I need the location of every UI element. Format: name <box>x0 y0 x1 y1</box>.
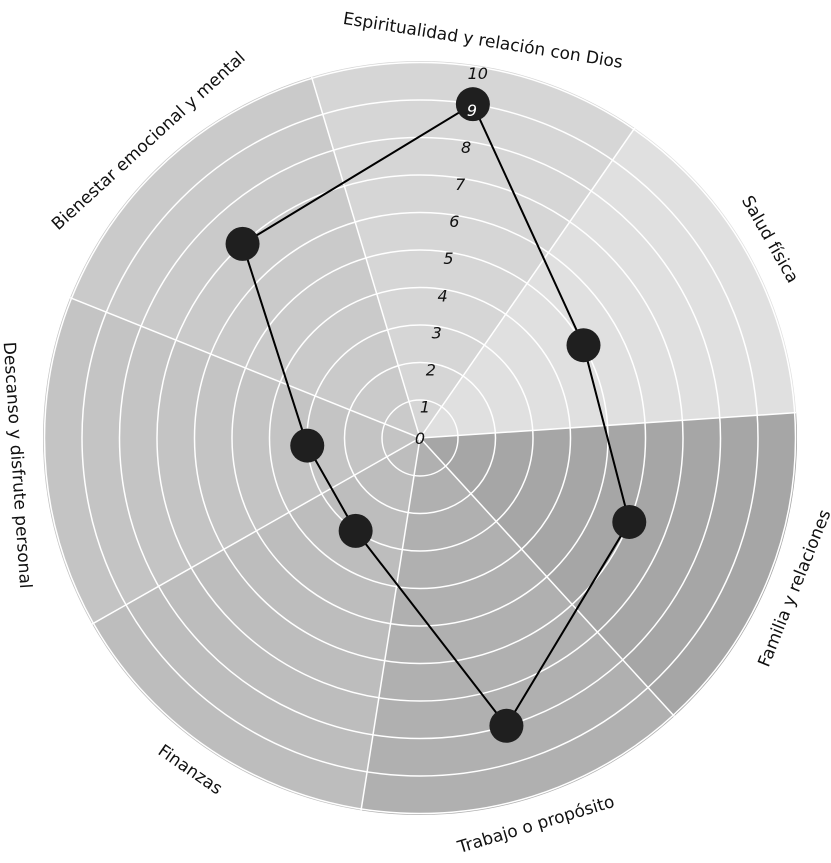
tick-label-5: 5 <box>443 249 453 268</box>
sector-familia-y-relaciones <box>420 412 797 717</box>
spoke-line <box>69 296 421 439</box>
tick-label-1: 1 <box>420 397 430 416</box>
spoke-line <box>310 76 421 439</box>
sector-finanzas <box>92 438 420 811</box>
tick-label-10: 10 <box>468 64 488 83</box>
tick-label-4: 4 <box>438 286 448 305</box>
tick-label-8: 8 <box>461 138 471 157</box>
radial-tick-labels: 0 1 2 3 4 5 6 7 8 9 10 <box>415 64 488 448</box>
tick-label-2: 2 <box>426 360 436 379</box>
data-point-familia-y-relaciones <box>612 504 647 539</box>
tick-label-7: 7 <box>455 175 466 194</box>
grid-ring-2 <box>343 361 497 515</box>
tick-label-9: 9 <box>467 101 477 120</box>
grid-ring-9 <box>81 99 759 777</box>
data-point-espiritualidad-y-relacion-con-dios <box>455 87 490 122</box>
tick-label-0: 0 <box>415 429 425 448</box>
grid-ring-1 <box>381 399 459 477</box>
radial-gridlines <box>43 61 797 815</box>
spoke-line <box>419 411 797 439</box>
spoke-line <box>419 437 675 717</box>
sector-trabajo-o-proposito <box>361 438 675 815</box>
spoke-line <box>360 437 421 811</box>
grid-ring-7 <box>156 174 684 702</box>
data-point-finanzas <box>338 513 373 548</box>
tick-label-6: 6 <box>449 212 459 231</box>
sector-salud-fisica <box>420 128 797 438</box>
data-point-bienestar-emocional-y-mental <box>225 226 260 261</box>
sector-descanso-y-disfrute-personal <box>43 297 420 625</box>
grid-ring-8 <box>118 136 722 740</box>
data-point-descanso-y-disfrute-personal <box>290 428 325 463</box>
grid-ring-10 <box>43 61 797 815</box>
category-label-descanso-y-disfrute-personal: Descanso y disfrute personal <box>0 341 35 589</box>
data-series <box>225 87 647 743</box>
data-point-salud-fisica <box>566 328 601 363</box>
grid-ring-4 <box>268 286 572 590</box>
data-point-trabajo-o-proposito <box>489 708 524 743</box>
grid-ring-6 <box>193 211 647 665</box>
series-line <box>241 102 631 728</box>
tick-label-3: 3 <box>432 323 442 342</box>
spoke-lines <box>69 76 797 811</box>
spoke-line <box>419 127 636 439</box>
spoke-line <box>91 437 421 625</box>
